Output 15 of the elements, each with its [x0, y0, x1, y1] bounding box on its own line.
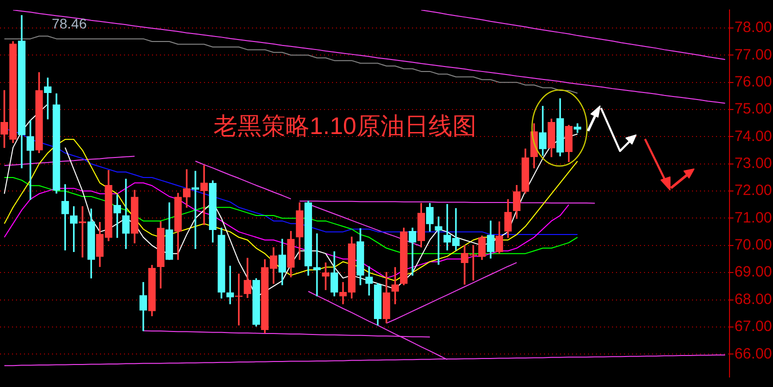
y-tick-label: 76.00: [734, 73, 772, 90]
annotation: 78.46: [52, 15, 87, 32]
y-tick-label: 78.00: [734, 19, 772, 36]
y-tick-label: 73.00: [734, 155, 772, 172]
y-tick-label: 69.00: [734, 264, 772, 281]
y-tick-label: 68.00: [734, 290, 772, 308]
y-tick-label: 77.00: [734, 46, 772, 64]
y-tick-label: 66.00: [734, 345, 772, 362]
y-tick-label: 70.00: [734, 236, 772, 254]
y-tick-label: 74.00: [734, 128, 772, 145]
y-tick-label: 75.00: [734, 100, 772, 118]
y-tick-label: 71.00: [734, 209, 772, 226]
y-tick-label: 67.00: [734, 318, 772, 336]
text: 老黑策略1.10原油日线图: [214, 113, 476, 140]
y-tick-label: 72.00: [734, 182, 772, 200]
